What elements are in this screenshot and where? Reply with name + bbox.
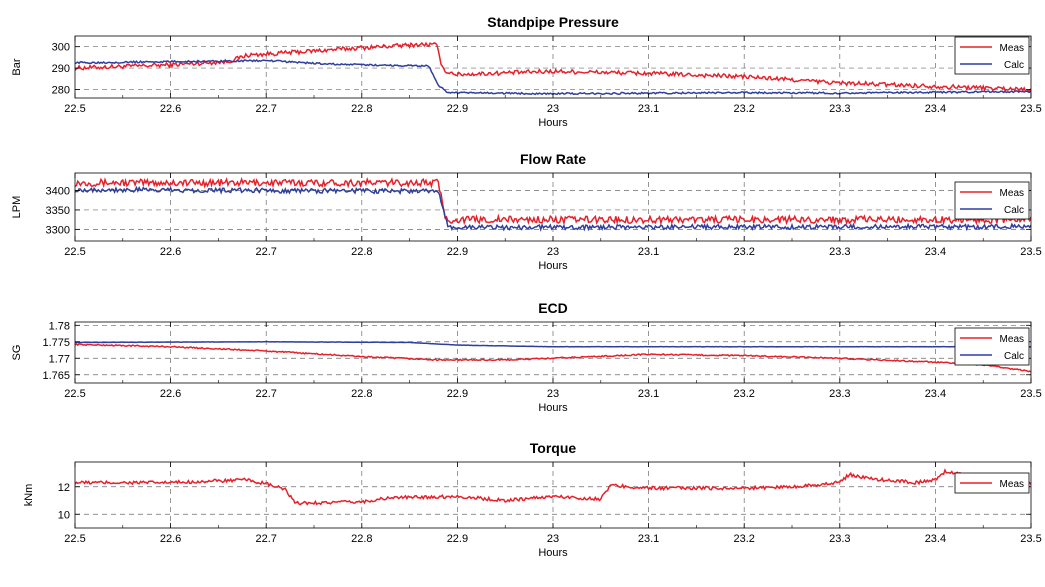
x-tick-label: 23	[547, 533, 559, 545]
x-tick-label: 22.7	[255, 533, 276, 545]
y-tick-label: 1.78	[49, 320, 70, 332]
series-line-calc	[75, 185, 1031, 232]
legend-box	[954, 36, 1030, 75]
x-tick-label: 22.6	[160, 533, 181, 545]
chart-panel-1: Standpipe Pressure 22.5 22.6 22.7 22.8 22.9 23…	[11, 14, 1042, 129]
legend-label-calc: Calc	[1004, 205, 1024, 216]
x-tick-label: 22.9	[447, 388, 468, 400]
x-tick-label: 23.5	[1020, 388, 1041, 400]
legend-label-meas: Meas	[1000, 188, 1024, 199]
x-tick-label: 23.2	[733, 246, 754, 258]
legend-label-calc: Calc	[1004, 351, 1024, 362]
y-axis-label: kNm	[23, 484, 35, 507]
x-tick-label: 23.5	[1020, 533, 1041, 545]
x-tick-label: 22.8	[351, 533, 372, 545]
x-tick-label: 22.9	[447, 533, 468, 545]
x-tick-label: 23.4	[925, 533, 946, 545]
y-tick-label: 12	[58, 482, 70, 494]
x-axis-label: Hours	[538, 402, 568, 414]
y-tick-label: 280	[52, 84, 70, 96]
x-tick-label: 23.1	[638, 533, 659, 545]
chart-panel-2: Flow Rate 22.5 22.6 22.7 22.8 22.9 23 23.1 23.2 2…	[11, 151, 1042, 272]
legend-box	[954, 327, 1030, 366]
y-tick-label: 10	[58, 509, 70, 521]
y-tick-label: 3400	[46, 185, 70, 197]
y-axis-label: LPM	[11, 196, 23, 219]
y-tick-label: 3300	[46, 224, 70, 236]
x-tick-label: 22.5	[64, 533, 85, 545]
x-tick-label: 22.7	[255, 246, 276, 258]
legend-label-meas: Meas	[1000, 334, 1024, 345]
y-axis-label: Bar	[11, 58, 23, 75]
y-tick-label: 1.765	[42, 370, 70, 382]
chart-title: Flow Rate	[520, 151, 586, 167]
legend-label-meas: Meas	[1000, 43, 1024, 54]
legend-label-meas: Meas	[1000, 479, 1024, 490]
x-tick-label: 23.2	[733, 103, 754, 115]
legend-box	[954, 181, 1030, 220]
x-tick-label: 22.8	[351, 246, 372, 258]
chart-title: Standpipe Pressure	[487, 14, 619, 30]
legend-label-calc: Calc	[1004, 60, 1024, 71]
legend: Meas Calc	[954, 181, 1030, 220]
x-tick-label: 22.6	[160, 388, 181, 400]
x-tick-label: 22.5	[64, 246, 85, 258]
chart-panel-3: ECD 22.5 22.6 22.7 22.8 22.9 23 23.1 23.2 23.3 23.…	[11, 300, 1042, 414]
series-line-meas	[75, 41, 1031, 93]
y-tick-label: 1.775	[42, 337, 70, 349]
x-tick-label: 22.7	[255, 388, 276, 400]
x-tick-label: 22.6	[160, 103, 181, 115]
x-tick-label: 23.5	[1020, 103, 1041, 115]
x-tick-label: 22.7	[255, 103, 276, 115]
x-tick-label: 22.6	[160, 246, 181, 258]
x-tick-label: 23.1	[638, 246, 659, 258]
series-line-meas	[75, 343, 1031, 373]
x-tick-label: 23.3	[829, 246, 850, 258]
x-tick-label: 22.9	[447, 103, 468, 115]
y-tick-label: 290	[52, 63, 70, 75]
chart-title: ECD	[538, 300, 568, 316]
x-tick-label: 23.4	[925, 246, 946, 258]
x-tick-label: 23.4	[925, 388, 946, 400]
series-line-meas	[75, 177, 1031, 226]
legend: Meas Calc	[954, 36, 1030, 75]
x-axis-label: Hours	[538, 117, 568, 129]
x-axis-label: Hours	[538, 547, 568, 559]
x-tick-label: 22.5	[64, 103, 85, 115]
x-tick-label: 23.3	[829, 388, 850, 400]
x-tick-label: 23.3	[829, 533, 850, 545]
y-axis-label: SG	[11, 345, 23, 361]
legend: Meas	[954, 472, 1030, 494]
x-tick-label: 23.1	[638, 103, 659, 115]
y-tick-label: 1.77	[49, 353, 70, 365]
series-line-calc	[75, 340, 1031, 348]
x-tick-label: 22.8	[351, 103, 372, 115]
y-tick-label: 3350	[46, 205, 70, 217]
x-tick-label: 23.3	[829, 103, 850, 115]
x-tick-label: 23.2	[733, 533, 754, 545]
x-tick-label: 23.2	[733, 388, 754, 400]
x-tick-label: 23.5	[1020, 246, 1041, 258]
x-tick-label: 22.9	[447, 246, 468, 258]
x-axis-label: Hours	[538, 260, 568, 272]
x-tick-label: 23.1	[638, 388, 659, 400]
series-line-meas	[75, 468, 1031, 506]
x-tick-label: 23	[547, 246, 559, 258]
legend: Meas Calc	[954, 327, 1030, 366]
chart-title: Torque	[530, 440, 577, 456]
y-tick-label: 300	[52, 42, 70, 54]
chart-panel-4: Torque 22.5 22.6 22.7 22.8 22.9 23 23.1 23.2 23.3…	[23, 440, 1042, 559]
x-tick-label: 23.4	[925, 103, 946, 115]
x-tick-label: 22.5	[64, 388, 85, 400]
x-tick-label: 22.8	[351, 388, 372, 400]
x-tick-label: 23	[547, 103, 559, 115]
x-tick-label: 23	[547, 388, 559, 400]
